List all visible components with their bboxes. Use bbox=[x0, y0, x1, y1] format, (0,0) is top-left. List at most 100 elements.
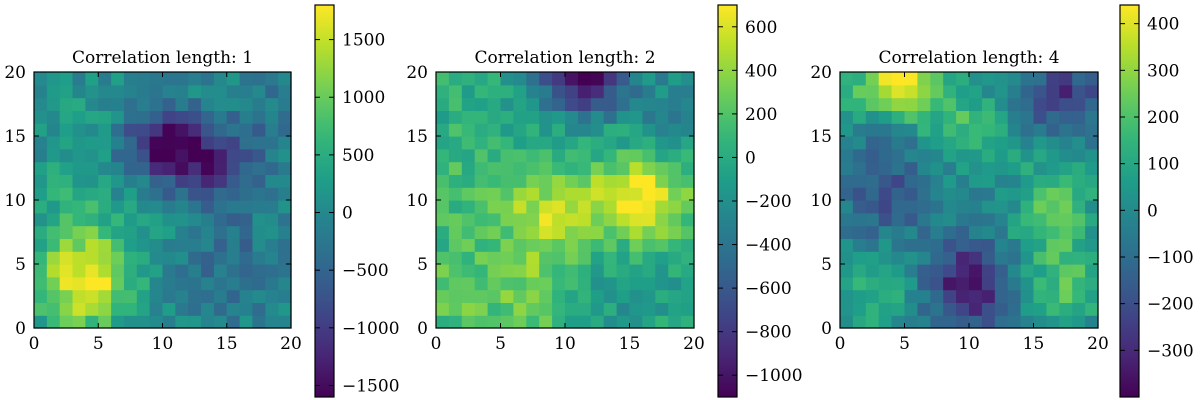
heatmap-cell bbox=[252, 97, 266, 111]
heatmap-cell bbox=[1046, 289, 1060, 303]
heatmap-cell bbox=[461, 289, 476, 303]
heatmap-cell bbox=[72, 187, 86, 201]
heatmap-cell bbox=[98, 302, 112, 316]
heatmap-cell bbox=[213, 84, 228, 99]
heatmap-cell bbox=[46, 225, 61, 239]
x-tick-label: 10 bbox=[152, 334, 174, 354]
heatmap-cell bbox=[1072, 225, 1086, 239]
heatmap-cell bbox=[981, 264, 996, 278]
heatmap-cell bbox=[655, 238, 669, 252]
heatmap-cell bbox=[98, 225, 112, 239]
x-tick-label: 20 bbox=[280, 334, 302, 354]
heatmap-cell bbox=[72, 84, 86, 99]
heatmap-cell bbox=[1085, 212, 1099, 227]
heatmap-cell bbox=[956, 174, 970, 188]
heatmap-cell bbox=[1059, 225, 1073, 239]
heatmap-cell bbox=[1046, 174, 1060, 188]
heatmap-cell bbox=[34, 225, 48, 239]
heatmap-cell bbox=[175, 212, 189, 227]
heatmap-cell bbox=[668, 110, 682, 124]
heatmap-cell bbox=[852, 110, 867, 124]
heatmap-cell bbox=[526, 302, 540, 316]
heatmap-cell bbox=[265, 212, 279, 227]
heatmap-cell bbox=[539, 302, 553, 316]
heatmap-cell bbox=[969, 276, 983, 291]
heatmap-cell bbox=[436, 200, 450, 214]
heatmap-cell bbox=[891, 289, 906, 303]
heatmap-cell bbox=[1059, 72, 1073, 86]
heatmap-cell bbox=[239, 123, 254, 137]
heatmap-cell bbox=[278, 84, 292, 99]
heatmap-cell bbox=[136, 97, 151, 111]
heatmap-cell bbox=[603, 110, 618, 124]
heatmap-cell bbox=[565, 110, 579, 124]
heatmap-cell bbox=[552, 123, 566, 137]
heatmap-cell bbox=[162, 187, 176, 201]
heatmap-cell bbox=[513, 110, 527, 124]
heatmap-cell bbox=[616, 212, 631, 227]
heatmap-cell bbox=[188, 238, 202, 252]
heatmap-cell bbox=[904, 97, 918, 111]
heatmap-cell bbox=[252, 264, 266, 278]
x-tick-label: 0 bbox=[29, 334, 40, 354]
heatmap-cell bbox=[852, 200, 867, 214]
heatmap-cell bbox=[629, 136, 643, 150]
heatmap-cell bbox=[1085, 187, 1099, 201]
heatmap-cell bbox=[487, 302, 502, 316]
heatmap-cell bbox=[1072, 264, 1086, 278]
heatmap-cell bbox=[278, 97, 292, 111]
heatmap-cell bbox=[239, 251, 254, 265]
heatmap-cell bbox=[930, 187, 944, 201]
heatmap-cell bbox=[513, 136, 527, 150]
heatmap-cell bbox=[629, 200, 643, 214]
heatmap-cell bbox=[136, 238, 151, 252]
heatmap-cell bbox=[994, 97, 1009, 111]
heatmap-cell bbox=[474, 161, 489, 175]
heatmap-cell bbox=[46, 174, 61, 188]
heatmap-cell bbox=[681, 161, 695, 175]
heatmap-cell bbox=[539, 315, 553, 329]
colorbar-tick-label: 500 bbox=[342, 146, 374, 166]
heatmap-cell bbox=[668, 238, 682, 252]
heatmap-cell bbox=[552, 174, 566, 188]
heatmap-cell bbox=[136, 251, 151, 265]
heatmap-cell bbox=[72, 148, 86, 163]
heatmap-cell bbox=[590, 72, 605, 86]
heatmap-cell bbox=[1085, 97, 1099, 111]
heatmap-cell bbox=[201, 238, 215, 252]
heatmap-cell bbox=[526, 174, 540, 188]
y-tick-label: 0 bbox=[417, 319, 428, 339]
heatmap-cell bbox=[252, 315, 266, 329]
heatmap-cell bbox=[1046, 238, 1060, 252]
heatmap-cell bbox=[188, 251, 202, 265]
heatmap-cell bbox=[1020, 225, 1035, 239]
heatmap-cell bbox=[162, 110, 176, 124]
heatmap-cell bbox=[213, 200, 228, 214]
heatmap-cell bbox=[539, 187, 553, 201]
heatmap-cell bbox=[59, 136, 74, 150]
heatmap-cell bbox=[201, 225, 215, 239]
heatmap-cell bbox=[123, 225, 138, 239]
heatmap-cell bbox=[590, 110, 605, 124]
heatmap-cell bbox=[629, 276, 643, 291]
heatmap-cell bbox=[213, 123, 228, 137]
heatmap-cell bbox=[891, 136, 906, 150]
heatmap-cell bbox=[34, 72, 48, 86]
heatmap-cell bbox=[629, 264, 643, 278]
heatmap-cell bbox=[878, 136, 893, 150]
heatmap-cell bbox=[1046, 84, 1060, 99]
heatmap-cell bbox=[655, 97, 669, 111]
heatmap-cell bbox=[956, 97, 970, 111]
heatmap-cell bbox=[552, 200, 566, 214]
heatmap-cell bbox=[655, 187, 669, 201]
heatmap-cell bbox=[1033, 315, 1047, 329]
heatmap-cell bbox=[188, 161, 202, 175]
heatmap-cell bbox=[981, 136, 996, 150]
heatmap-cell bbox=[252, 187, 266, 201]
heatmap-cell bbox=[681, 84, 695, 99]
heatmap-cell bbox=[1046, 251, 1060, 265]
heatmap-cell bbox=[136, 84, 151, 99]
colorbar bbox=[314, 4, 335, 398]
heatmap-cell bbox=[577, 200, 592, 214]
heatmap-cell bbox=[1007, 123, 1022, 137]
